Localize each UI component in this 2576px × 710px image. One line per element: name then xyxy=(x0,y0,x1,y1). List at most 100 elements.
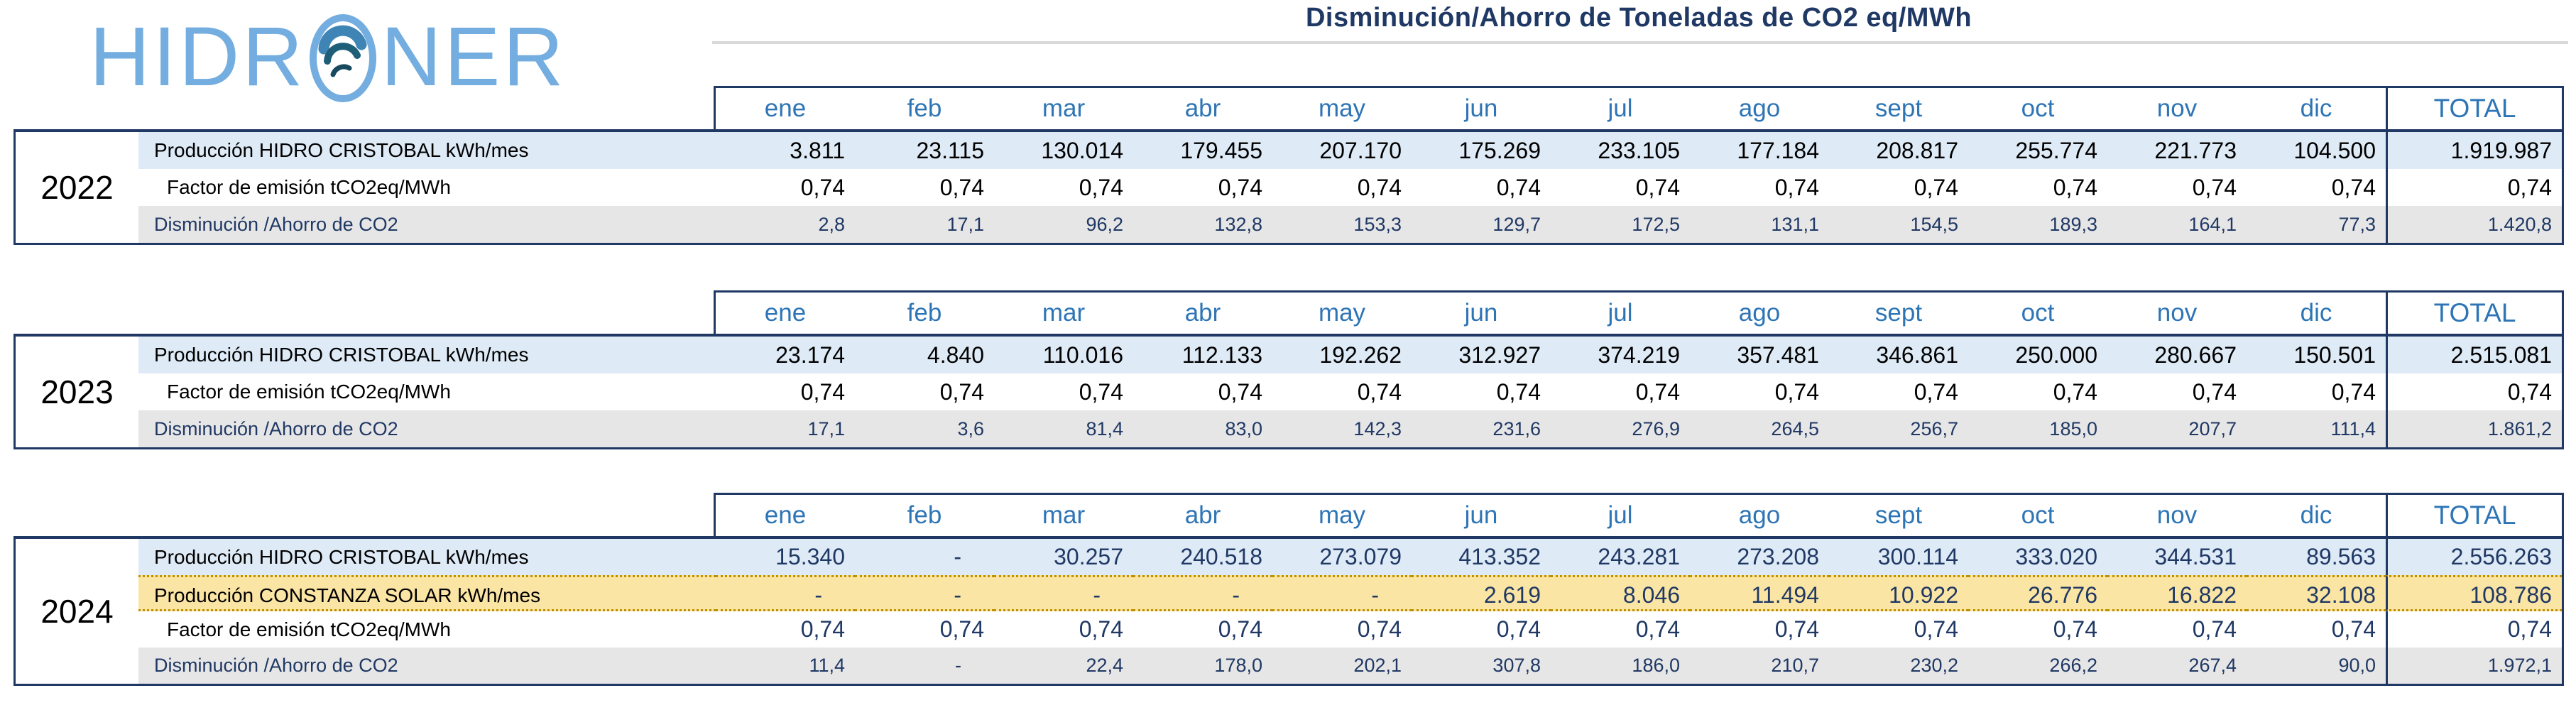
total-header: TOTAL xyxy=(2386,293,2562,334)
value-cell-may: 207.170 xyxy=(1272,132,1412,169)
month-header-dic: dic xyxy=(2300,94,2332,122)
value-cell-abr: 0,74 xyxy=(1133,611,1272,648)
value-cell-sept: 256,7 xyxy=(1829,410,1968,447)
logo-wave-o-icon xyxy=(310,14,377,102)
value-cell-dic: 32.108 xyxy=(2247,575,2386,611)
month-header-abr: abr xyxy=(1184,299,1221,327)
value-cell-mar: - xyxy=(994,575,1133,611)
value-cell-ene: 0,74 xyxy=(716,373,855,410)
value-cell-may: 0,74 xyxy=(1272,611,1412,648)
row-label: Producción HIDRO CRISTOBAL kWh/mes xyxy=(138,539,716,575)
value-cell-oct: 333.020 xyxy=(1968,539,2107,575)
value-cell-mar: 0,74 xyxy=(994,373,1133,410)
table-rows: 2022 Producción HIDRO CRISTOBAL kWh/mes 3.… xyxy=(13,129,2564,245)
value-cell-jun: 231,6 xyxy=(1412,410,1551,447)
value-cell-feb: - xyxy=(855,539,994,575)
row-label: Factor de emisión tCO2eq/MWh xyxy=(138,169,716,206)
value-cell-oct: 255.774 xyxy=(1968,132,2107,169)
value-cell-abr: 179.455 xyxy=(1133,132,1272,169)
value-cell-feb: 3,6 xyxy=(855,410,994,447)
value-cell-nov: 207,7 xyxy=(2107,410,2247,447)
value-cell-oct: 26.776 xyxy=(1968,575,2107,611)
total-cell: 0,74 xyxy=(2386,611,2562,648)
value-cell-dic: 150.501 xyxy=(2247,337,2386,373)
total-cell: 1.919.987 xyxy=(2386,132,2562,169)
row-label: Disminución /Ahorro de CO2 xyxy=(138,648,716,684)
value-cell-mar: 22,4 xyxy=(994,648,1133,684)
value-cell-nov: 267,4 xyxy=(2107,648,2247,684)
table-rows: 2023 Producción HIDRO CRISTOBAL kWh/mes 23… xyxy=(13,334,2564,449)
year-label: 2022 xyxy=(16,132,138,243)
month-header-row: ene feb mar abr may jun jul ago sept oct nov dic TOT… xyxy=(714,86,2564,129)
year-label: 2023 xyxy=(16,337,138,447)
value-cell-abr: 83,0 xyxy=(1133,410,1272,447)
value-cell-abr: 0,74 xyxy=(1133,373,1272,410)
value-cell-may: - xyxy=(1272,575,1412,611)
value-cell-oct: 0,74 xyxy=(1968,169,2107,206)
month-header-nov: nov xyxy=(2156,299,2198,327)
value-cell-abr: 112.133 xyxy=(1133,337,1272,373)
value-cell-jul: 172,5 xyxy=(1551,206,1690,243)
value-cell-ago: 357.481 xyxy=(1690,337,1829,373)
value-cell-jun: 175.269 xyxy=(1412,132,1551,169)
value-cell-may: 142,3 xyxy=(1272,410,1412,447)
value-cell-feb: 23.115 xyxy=(855,132,994,169)
value-cell-jul: 243.281 xyxy=(1551,539,1690,575)
value-cell-may: 192.262 xyxy=(1272,337,1412,373)
value-cell-ene: 0,74 xyxy=(716,169,855,206)
total-cell: 0,74 xyxy=(2386,169,2562,206)
month-header-may: may xyxy=(1318,501,1366,529)
total-cell: 1.972,1 xyxy=(2386,648,2562,684)
value-cell-nov: 0,74 xyxy=(2107,373,2247,410)
value-cell-sept: 300.114 xyxy=(1829,539,1968,575)
value-cell-ene: 3.811 xyxy=(716,132,855,169)
month-header-dic: dic xyxy=(2300,501,2332,529)
month-header-oct: oct xyxy=(2021,501,2055,529)
value-cell-ene: 17,1 xyxy=(716,410,855,447)
logo-text-left: HIDR xyxy=(89,10,306,104)
month-header-ene: ene xyxy=(764,501,807,529)
title-underline xyxy=(712,41,2568,44)
value-cell-may: 202,1 xyxy=(1272,648,1412,684)
value-cell-oct: 250.000 xyxy=(1968,337,2107,373)
value-cell-jun: 0,74 xyxy=(1412,611,1551,648)
month-header-jul: jul xyxy=(1608,94,1633,122)
value-cell-mar: 30.257 xyxy=(994,539,1133,575)
total-cell: 1.861,2 xyxy=(2386,410,2562,447)
month-header-ene: ene xyxy=(764,94,807,122)
row-label: Disminución /Ahorro de CO2 xyxy=(138,206,716,243)
month-header-abr: abr xyxy=(1184,501,1221,529)
value-cell-jun: 0,74 xyxy=(1412,169,1551,206)
month-header-jun: jun xyxy=(1464,299,1498,327)
value-cell-ene: 2,8 xyxy=(716,206,855,243)
value-cell-sept: 208.817 xyxy=(1829,132,1968,169)
value-cell-sept: 346.861 xyxy=(1829,337,1968,373)
month-header-jun: jun xyxy=(1464,94,1498,122)
month-header-jul: jul xyxy=(1608,299,1633,327)
value-cell-nov: 164,1 xyxy=(2107,206,2247,243)
value-cell-dic: 77,3 xyxy=(2247,206,2386,243)
value-cell-may: 273.079 xyxy=(1272,539,1412,575)
value-cell-nov: 16.822 xyxy=(2107,575,2247,611)
table-rows: 2024 Producción HIDRO CRISTOBAL kWh/mes 15… xyxy=(13,536,2564,686)
value-cell-jun: 129,7 xyxy=(1412,206,1551,243)
month-header-mar: mar xyxy=(1042,94,1086,122)
value-cell-jun: 312.927 xyxy=(1412,337,1551,373)
value-cell-ene: 15.340 xyxy=(716,539,855,575)
row-label: Factor de emisión tCO2eq/MWh xyxy=(138,611,716,648)
value-cell-mar: 81,4 xyxy=(994,410,1133,447)
total-cell: 1.420,8 xyxy=(2386,206,2562,243)
value-cell-ene: 11,4 xyxy=(716,648,855,684)
total-cell: 0,74 xyxy=(2386,373,2562,410)
month-header-row: ene feb mar abr may jun jul ago sept oct nov dic TOT… xyxy=(714,290,2564,334)
total-header: TOTAL xyxy=(2386,495,2562,536)
value-cell-sept: 230,2 xyxy=(1829,648,1968,684)
value-cell-oct: 266,2 xyxy=(1968,648,2107,684)
value-cell-ago: 273.208 xyxy=(1690,539,1829,575)
value-cell-dic: 90,0 xyxy=(2247,648,2386,684)
value-cell-may: 153,3 xyxy=(1272,206,1412,243)
value-cell-mar: 0,74 xyxy=(994,611,1133,648)
month-header-nov: nov xyxy=(2156,94,2198,122)
value-cell-sept: 0,74 xyxy=(1829,169,1968,206)
logo-text-right: NER xyxy=(381,10,567,104)
